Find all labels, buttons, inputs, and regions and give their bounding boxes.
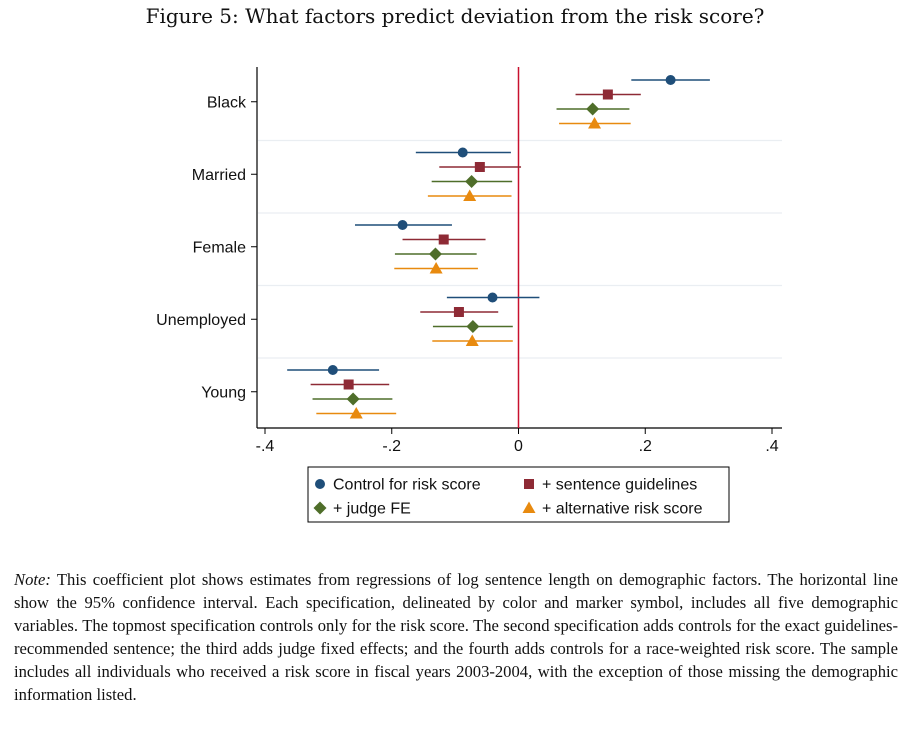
- point-black: [665, 75, 676, 85]
- series-layer: [287, 75, 710, 419]
- x-tick-label: -.4: [256, 438, 275, 455]
- point-unemployed: [453, 307, 464, 317]
- point-female: [438, 234, 449, 245]
- note-label: Note:: [14, 570, 51, 589]
- point-young: [346, 392, 360, 406]
- point-young: [349, 407, 363, 419]
- series-alternative-risk-score: [316, 117, 631, 419]
- axes: -.4 -.2 0 .2 .4 Black Married Female Unemployed Y…: [156, 67, 782, 455]
- point-unemployed: [465, 334, 479, 346]
- category-label-female: Female: [193, 239, 246, 256]
- point-young: [327, 365, 338, 375]
- series-sentence-guidelines: [310, 89, 641, 390]
- point-female: [429, 262, 443, 274]
- x-tick-label: .4: [765, 438, 778, 455]
- legend-marker-alternative-risk-score: [522, 501, 536, 513]
- point-black: [586, 102, 600, 116]
- category-label-unemployed: Unemployed: [156, 312, 246, 329]
- point-unemployed: [487, 292, 498, 303]
- point-black: [588, 117, 602, 129]
- coefficient-plot: -.4 -.2 0 .2 .4 Black Married Female Unemployed Y…: [118, 46, 786, 546]
- x-tick-label: -.2: [382, 438, 401, 455]
- point-black: [602, 89, 613, 100]
- legend: Control for risk score + sentence guideli…: [307, 466, 730, 523]
- legend-label-control-for-risk-score: Control for risk score: [333, 477, 481, 494]
- x-tick-label: 0: [514, 438, 523, 455]
- category-separators: [258, 139, 782, 359]
- legend-marker-judge-fe: [313, 501, 327, 515]
- legend-label-alternative-risk-score: + alternative risk score: [542, 501, 703, 518]
- legend-label-judge-fe: + judge FE: [333, 501, 411, 518]
- category-label-black: Black: [207, 94, 247, 111]
- point-married: [465, 175, 479, 188]
- figure-title: Figure 5: What factors predict deviation…: [145, 4, 765, 28]
- legend-marker-sentence-guidelines: [524, 479, 534, 489]
- legend-marker-control-for-risk-score: [315, 479, 325, 489]
- series-judge-fe: [312, 102, 630, 406]
- note-text: This coefficient plot shows estimates fr…: [14, 570, 898, 704]
- point-married: [474, 162, 485, 172]
- category-label-young: Young: [201, 384, 246, 401]
- point-female: [428, 247, 442, 261]
- series-control-for-risk-score: [287, 75, 710, 375]
- point-married: [463, 189, 477, 201]
- figure-note: Note: This coefficient plot shows estima…: [14, 568, 898, 706]
- legend-label-sentence-guidelines: + sentence guidelines: [542, 477, 697, 494]
- plot-outer-background: [118, 46, 786, 546]
- point-married: [457, 147, 468, 158]
- legend-box: [307, 466, 730, 523]
- point-young: [343, 379, 354, 390]
- category-label-married: Married: [192, 167, 246, 184]
- x-tick-label: .2: [639, 438, 652, 455]
- point-unemployed: [466, 320, 480, 333]
- point-female: [397, 220, 408, 230]
